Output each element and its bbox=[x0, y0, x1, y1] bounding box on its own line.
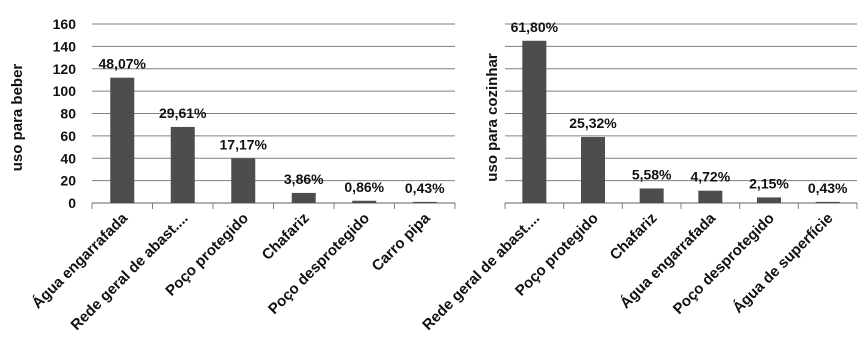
bar bbox=[581, 136, 605, 203]
bar bbox=[757, 197, 781, 203]
x-tick-label: Água de superfície bbox=[730, 210, 837, 317]
x-tick-label: Poço desprotegido bbox=[265, 210, 373, 318]
y-tick-label: 40 bbox=[60, 150, 76, 166]
x-tick-label: Poço desprotegido bbox=[670, 210, 778, 318]
y-tick-label: 100 bbox=[53, 83, 77, 99]
data-label: 4,72% bbox=[690, 169, 730, 185]
x-tick-label: Chafariz bbox=[259, 210, 313, 264]
x-tick-label: Chafariz bbox=[607, 210, 661, 264]
data-label: 29,61% bbox=[159, 105, 207, 121]
data-label: 25,32% bbox=[569, 115, 617, 131]
bar bbox=[522, 40, 547, 203]
y-axis-label: uso para beber bbox=[9, 64, 26, 172]
chart-panel-2: uso para cozinhar 61,80% Rede geral de aba… bbox=[419, 19, 858, 334]
x-tick-label: Rede geral de abast.... bbox=[68, 210, 192, 334]
data-label: 61,80% bbox=[511, 19, 559, 35]
y-tick-label: 0 bbox=[68, 195, 76, 211]
y-axis-label: uso para cozinhar bbox=[484, 53, 501, 182]
y-tick-label: 20 bbox=[60, 173, 76, 189]
data-label: 48,07% bbox=[99, 56, 147, 72]
data-label: 0,43% bbox=[405, 180, 445, 196]
data-label: 0,86% bbox=[344, 179, 384, 195]
bar bbox=[291, 192, 316, 203]
bar bbox=[110, 77, 135, 203]
y-tick-label: 80 bbox=[60, 106, 76, 122]
y-tick-label: 120 bbox=[53, 61, 77, 77]
chart-panel-1: 0 20 40 60 80 100 120 140 160 uso para beber 48,07… bbox=[9, 16, 456, 334]
bar bbox=[639, 188, 664, 203]
y-tick-label: 140 bbox=[53, 38, 77, 54]
bar bbox=[698, 190, 723, 203]
bar bbox=[352, 200, 377, 203]
data-label: 2,15% bbox=[749, 175, 789, 191]
bar bbox=[815, 201, 840, 203]
data-label: 5,58% bbox=[632, 166, 672, 182]
data-label: 3,86% bbox=[284, 171, 324, 187]
data-label: 0,43% bbox=[808, 180, 848, 196]
bar bbox=[231, 158, 256, 203]
data-label: 17,17% bbox=[220, 136, 268, 152]
bar bbox=[412, 201, 437, 203]
x-tick-label: Carro pipa bbox=[369, 209, 435, 275]
y-tick-label: 60 bbox=[60, 128, 76, 144]
x-tick-label: Rede geral de abast.... bbox=[419, 210, 543, 334]
bar bbox=[170, 126, 195, 203]
y-tick-label: 160 bbox=[53, 16, 77, 32]
